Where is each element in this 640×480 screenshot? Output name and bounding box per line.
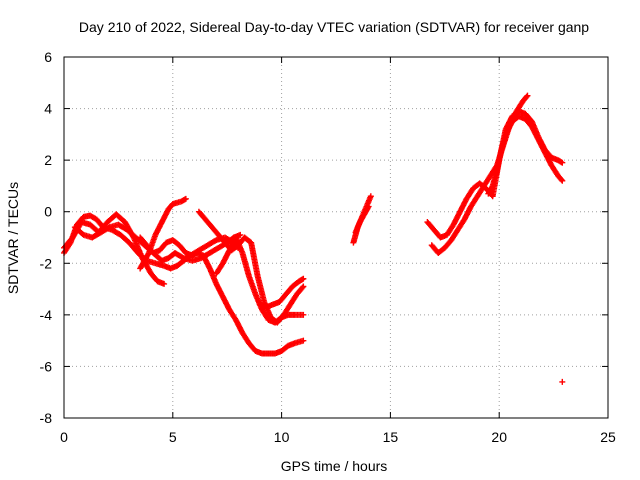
data-point [523,93,530,100]
series-arc-13 [485,113,566,197]
y-axis-title: SDTVAR / TECUs [5,182,21,294]
x-tick-label: 5 [169,429,177,445]
data-point [182,195,189,202]
data-point [300,337,307,344]
x-axis-title: GPS time / hours [281,458,388,474]
y-tick-label: 2 [44,152,52,168]
x-tick-label: 0 [60,429,68,445]
data-point [300,283,307,290]
y-tick-label: -6 [40,358,53,374]
grid-lines [64,57,608,418]
series-arc-8 [256,275,307,311]
data-point [559,159,566,166]
y-tick-label: -8 [40,410,53,426]
y-tick-label: -4 [40,307,53,323]
data-point [558,176,565,183]
chart-title: Day 210 of 2022, Sidereal Day-to-day VTE… [79,19,589,35]
data-point [299,284,306,291]
series-arc-10 [352,203,372,236]
data-point [300,275,307,282]
data-point [559,177,566,184]
plot-frame [63,56,609,419]
series-arc-4 [137,195,189,272]
series-arc-5 [137,234,307,357]
y-tick-label: 4 [44,101,52,117]
data-point [365,203,372,210]
data-point [145,251,152,258]
y-tick-label: 0 [44,204,52,220]
y-tick-label: 6 [44,49,52,65]
data-point [237,231,244,238]
x-tick-label: 20 [491,429,507,445]
data-point [524,92,531,99]
x-tick-label: 15 [383,429,399,445]
data-point [300,311,307,318]
data-point [161,280,168,287]
series-arc-7 [213,234,307,326]
data-point [367,193,374,200]
axis-ticks: 0 5 10 15 20 25 -8 -6 -4 -2 0 2 4 6 [40,49,616,445]
data-marks [61,92,566,385]
y-tick-label: -2 [40,255,53,271]
data-point [559,378,566,385]
series-arc-14 [559,378,566,385]
series-arc-1 [61,212,242,272]
data-point [364,204,371,211]
x-tick-label: 25 [600,429,616,445]
x-tick-label: 10 [274,429,290,445]
